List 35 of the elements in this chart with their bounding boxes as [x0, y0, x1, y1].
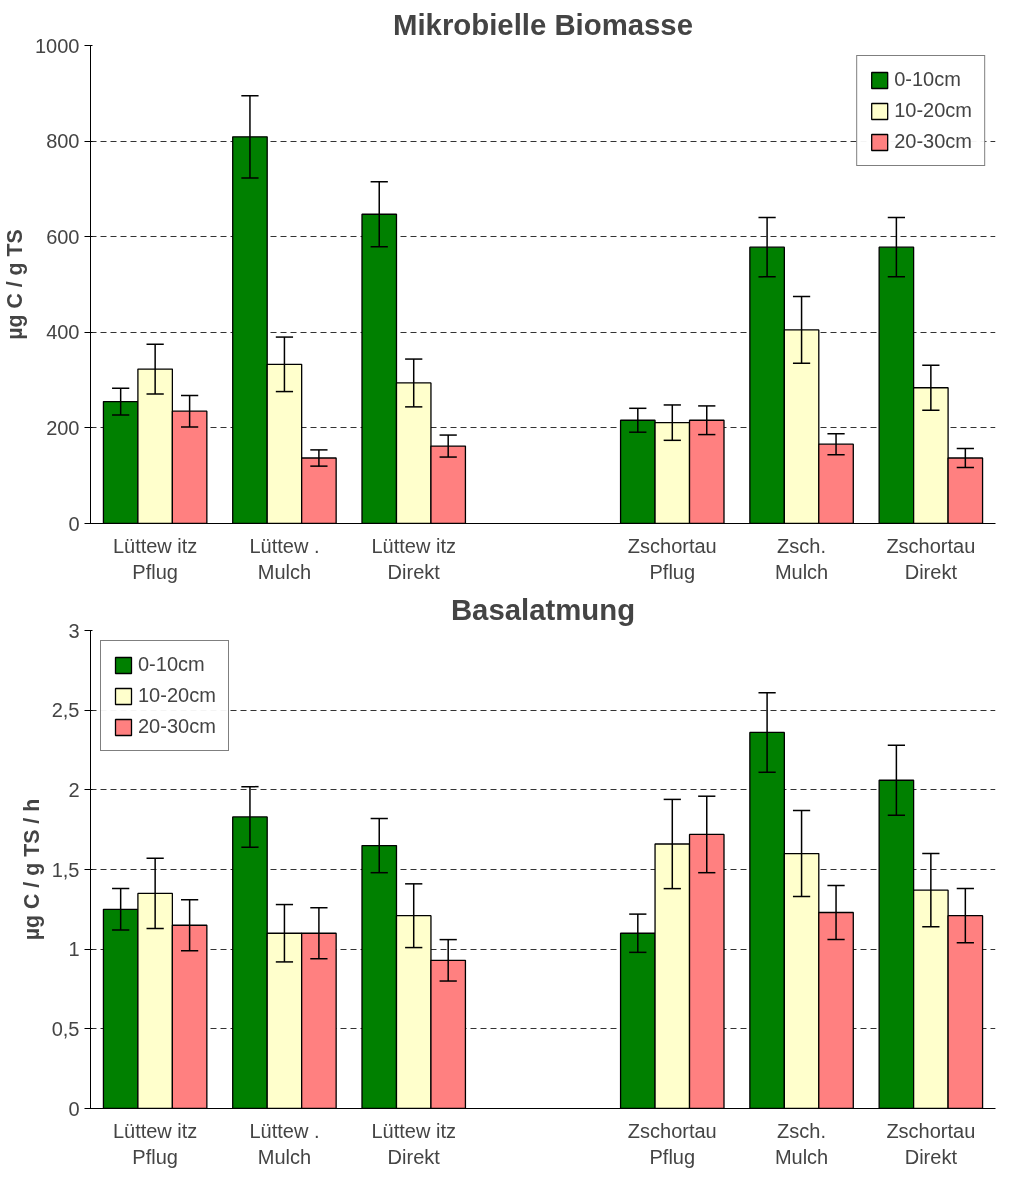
x-tick-label: Zschortau Pflug [627, 1119, 717, 1168]
y-tick-label: 400 [46, 321, 80, 344]
y-tick-label: 1 [68, 938, 80, 961]
legend-label: 10-20cm [894, 99, 972, 122]
x-tick-label: Lüttew . Mulch [249, 1119, 320, 1168]
y-tick-label: 800 [46, 130, 80, 153]
y-tick-label: 3 [68, 619, 80, 642]
y-tick-label: 0 [68, 1097, 80, 1120]
legend-label: 20-30cm [894, 130, 972, 153]
legend-label: 0-10cm [894, 68, 961, 91]
x-tick-label: Lüttew itz Pflug [112, 534, 198, 583]
x-tick-label: Zschortau Direkt [886, 1119, 976, 1168]
x-tick-label: Zschortau Pflug [627, 534, 717, 583]
y-tick-label: 0,5 [51, 1017, 80, 1040]
y-tick-label: 2,5 [51, 699, 80, 722]
y-tick-label: 200 [46, 416, 80, 439]
y-tick-label: 0 [68, 512, 80, 535]
x-tick-label: Lüttew itz Direkt [371, 534, 456, 583]
y-tick-label: 600 [46, 225, 80, 248]
x-tick-label: Lüttew itz Pflug [112, 1119, 198, 1168]
legend-label: 0-10cm [138, 653, 205, 676]
chart-title: Basalatmung [450, 592, 636, 626]
x-tick-label: Zschortau Direkt [886, 534, 976, 583]
legend-label: 20-30cm [138, 715, 216, 738]
x-tick-label: Lüttew . Mulch [249, 534, 320, 583]
y-axis-title: µg C / g TS [3, 229, 28, 340]
chart-title: Mikrobielle Biomasse [393, 7, 693, 41]
y-tick-label: 2 [68, 778, 80, 801]
x-tick-label: Zsch. Mulch [774, 1119, 829, 1168]
y-axis-title: µg C / g TS / h [19, 798, 44, 941]
x-tick-label: Lüttew itz Direkt [371, 1119, 456, 1168]
legend-label: 10-20cm [138, 684, 216, 707]
y-tick-label: 1000 [35, 34, 80, 57]
x-tick-label: Zsch. Mulch [774, 534, 829, 583]
y-tick-label: 1,5 [51, 858, 80, 881]
